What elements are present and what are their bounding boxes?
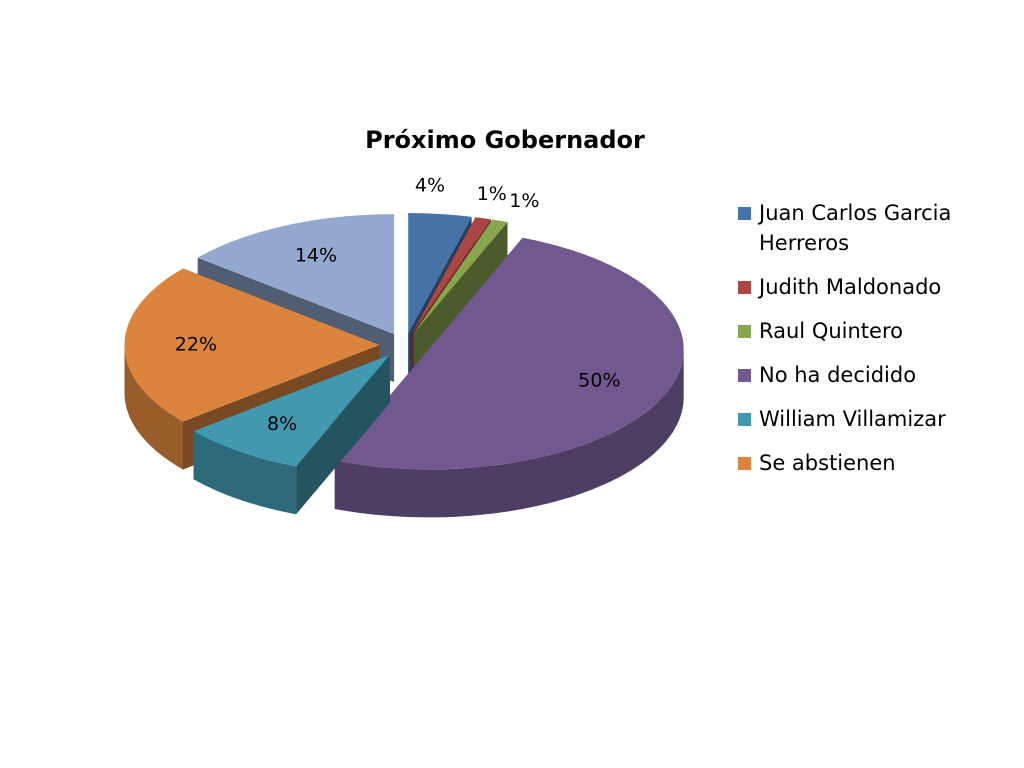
legend-entry: Judith Maldonado [738, 272, 968, 302]
slice [193, 354, 390, 467]
slice [408, 213, 472, 334]
legend-label: Se abstienen [759, 451, 896, 475]
data-label: 22% [175, 334, 217, 356]
slice [413, 219, 508, 334]
data-label: 4% [415, 174, 445, 196]
legend-label: Judith Maldonado [759, 275, 942, 299]
slice-wall [124, 345, 183, 470]
legend-swatch [738, 207, 751, 220]
legend-entry: Juan Carlos Garcia Herreros [738, 198, 968, 258]
legend-entry: Se abstienen [738, 448, 968, 478]
slice [334, 237, 684, 518]
legend-swatch [738, 457, 751, 470]
slice [124, 268, 380, 422]
slice [412, 217, 491, 334]
legend-entry: No ha decidido [738, 360, 968, 390]
legend-swatch [738, 325, 751, 338]
slice-wall [334, 349, 684, 518]
legend: Juan Carlos Garcia Herreros Judith Maldon… [738, 198, 968, 492]
data-label: 50% [578, 370, 620, 392]
slice-wall [193, 431, 297, 515]
legend-label: Juan Carlos Garcia Herreros [759, 201, 952, 255]
legend-label: William Villamizar [759, 407, 946, 431]
legend-swatch [738, 281, 751, 294]
data-label: 1% [509, 190, 539, 212]
legend-swatch [738, 369, 751, 382]
legend-entry: Raul Quintero [738, 316, 968, 346]
slice [193, 354, 390, 515]
data-label: 8% [267, 413, 297, 435]
legend-swatch [738, 413, 751, 426]
data-label: 14% [295, 244, 337, 266]
slice [334, 237, 684, 470]
legend-entry: William Villamizar [738, 404, 968, 434]
data-label: 1% [477, 183, 507, 205]
slice [197, 214, 395, 335]
legend-label: No ha decidido [759, 363, 917, 387]
chart-title: Próximo Gobernador [365, 126, 645, 154]
legend-label: Raul Quintero [759, 319, 903, 343]
